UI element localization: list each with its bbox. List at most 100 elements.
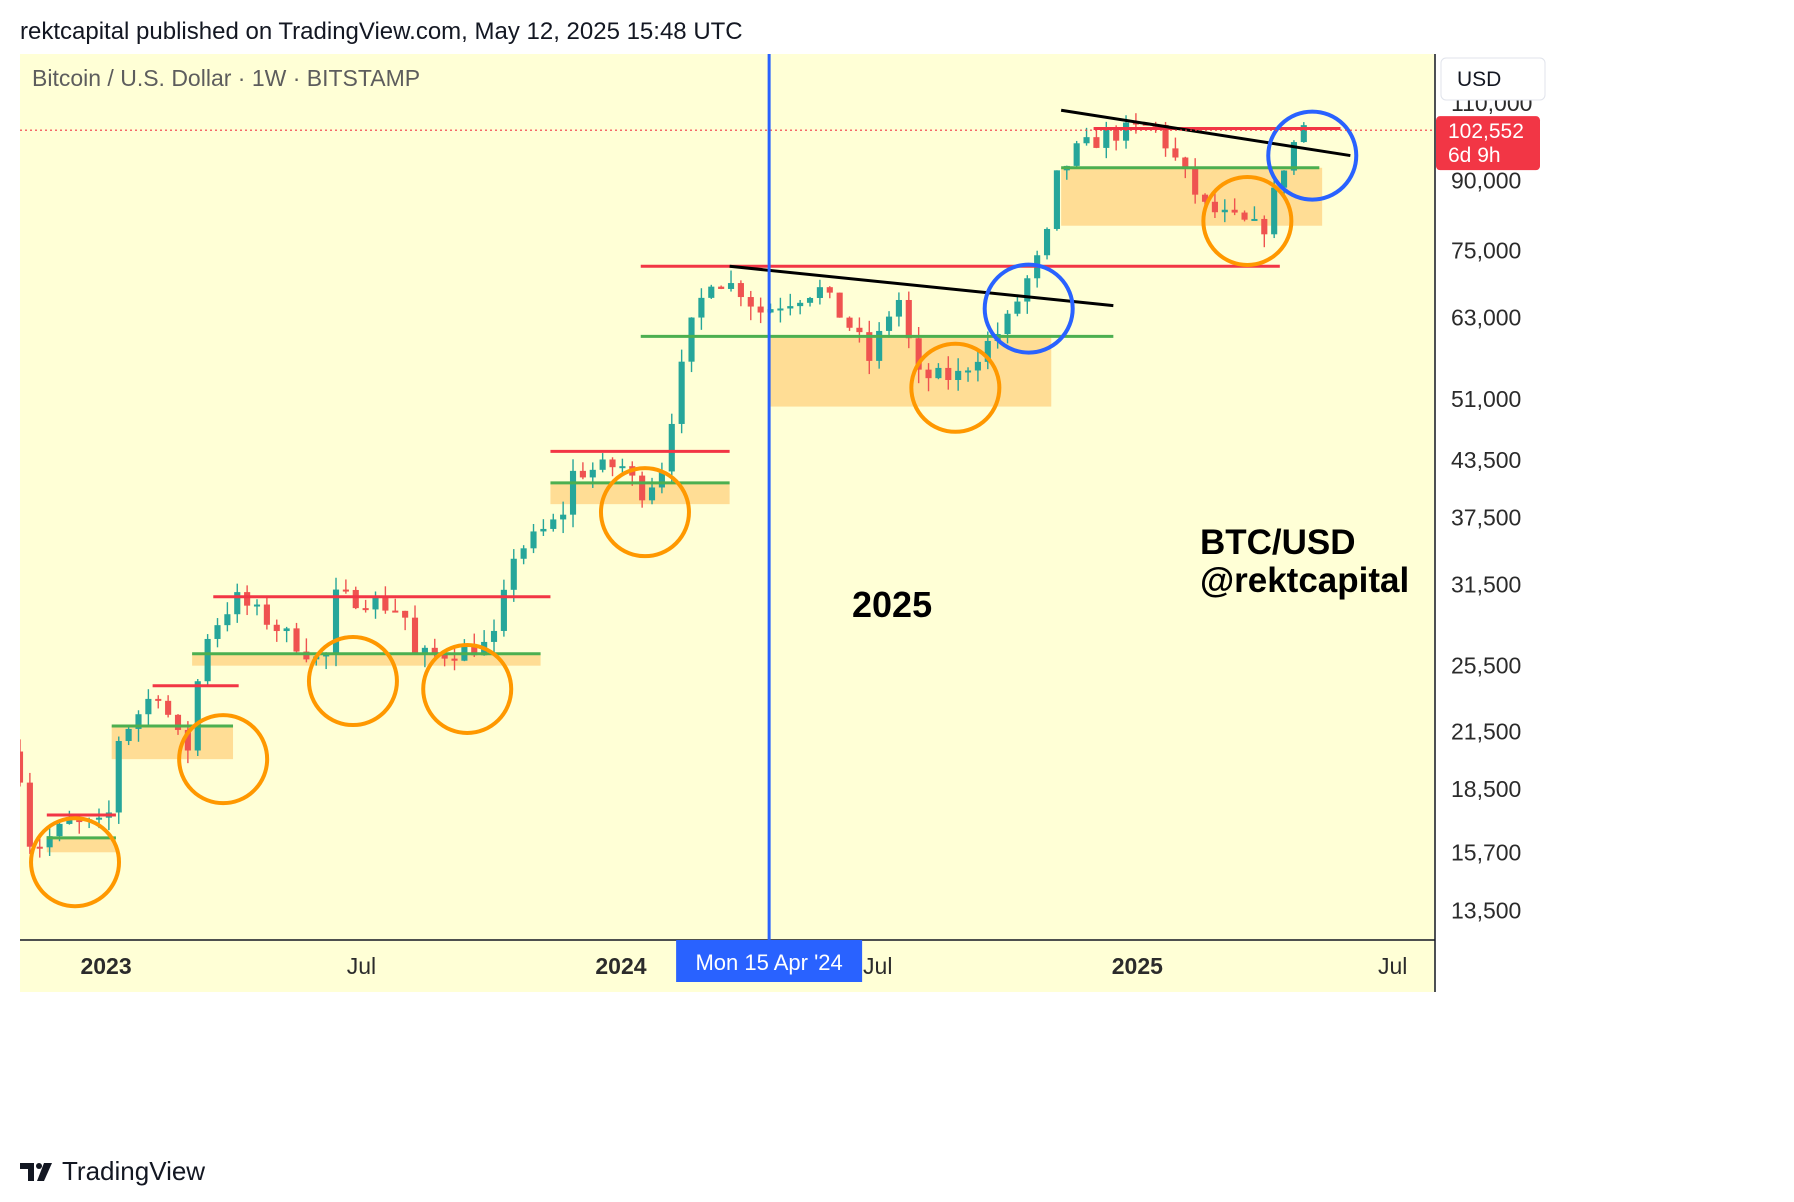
candle (145, 689, 152, 727)
candle (303, 638, 310, 663)
candle (974, 349, 981, 382)
candle (125, 726, 132, 746)
candle (224, 602, 231, 632)
candle (20, 739, 24, 787)
candle (530, 523, 537, 554)
candle (382, 586, 389, 614)
orange-highlight-circle-0 (29, 816, 122, 909)
price-tick-label: 43,500 (1451, 447, 1521, 473)
price-tick-label: 75,000 (1451, 238, 1521, 264)
svg-text:Mon 15 Apr '24: Mon 15 Apr '24 (695, 950, 842, 975)
price-axis-background (1435, 54, 1786, 940)
candle (876, 322, 883, 369)
candle (856, 317, 863, 343)
candle (234, 583, 241, 623)
candle (1083, 127, 1090, 146)
candle (688, 317, 695, 373)
trendline-1 (1060, 108, 1351, 158)
candle (895, 292, 902, 327)
svg-text:USD: USD (1457, 68, 1501, 91)
candle (757, 297, 764, 324)
demand-zone-5 (46, 837, 116, 853)
candle (500, 579, 507, 637)
candle (905, 291, 912, 349)
candle (737, 280, 744, 307)
candle (925, 363, 932, 392)
candle (293, 622, 300, 654)
candle (826, 286, 833, 299)
demand-zones (46, 167, 1323, 853)
brand-name: TradingView (62, 1156, 206, 1186)
watermark-symbol: BTC/USD (1200, 523, 1356, 562)
price-tick-label: 51,000 (1451, 386, 1521, 412)
candle (698, 288, 705, 330)
candle (1241, 210, 1248, 222)
candle (599, 453, 606, 473)
time-tick-label: Jul (863, 953, 892, 979)
candle (402, 610, 409, 631)
trendlines (729, 108, 1351, 308)
candle (155, 695, 162, 709)
candle (1231, 198, 1238, 216)
candle (678, 349, 685, 434)
trendline-0 (729, 264, 1114, 308)
candle (727, 270, 735, 292)
candle (273, 619, 280, 642)
candle (244, 585, 251, 616)
candle (1043, 227, 1051, 260)
candle (569, 459, 577, 528)
candle (392, 598, 399, 613)
candle (184, 721, 191, 764)
price-tick-label: 25,500 (1451, 653, 1521, 679)
crosshair-date-label: Mon 15 Apr '24 (676, 940, 863, 982)
candle (1211, 190, 1218, 218)
price-tick-label: 21,500 (1451, 718, 1521, 744)
candle (1192, 158, 1199, 204)
price-tick-label: 31,500 (1451, 571, 1521, 597)
candle (421, 645, 428, 668)
highlight-circles (29, 109, 1359, 909)
orange-highlight-circle-6 (1201, 174, 1294, 267)
watermark-author: @rektcapital (1200, 561, 1409, 600)
axis-corner (1435, 940, 1786, 992)
candle (194, 679, 201, 756)
candle (708, 284, 715, 299)
candle (619, 458, 626, 475)
price-tick-label: 15,700 (1451, 839, 1521, 865)
candle (214, 618, 221, 648)
candle (718, 285, 725, 290)
orange-highlight-circle-5 (909, 341, 1002, 434)
candle (1261, 215, 1268, 248)
blue-highlight-circle-8 (1266, 109, 1359, 202)
candle (560, 501, 567, 534)
symbol-title: Bitcoin / U.S. Dollar · 1W · BITSTAMP (32, 65, 420, 91)
candle (283, 626, 290, 643)
candle (46, 827, 53, 856)
candle (510, 549, 517, 602)
orange-highlight-circle-4 (598, 466, 691, 559)
currency-button[interactable]: USD (1440, 57, 1546, 101)
demand-zone-3 (192, 653, 541, 666)
tradingview-logo-icon (20, 1162, 52, 1181)
candle (115, 736, 122, 824)
candle (885, 311, 893, 338)
year-annotation: 2025 (852, 584, 932, 625)
chart-svg[interactable]: Bitcoin / U.S. Dollar · 1W · BITSTAMP 20… (20, 54, 1786, 1138)
candle (945, 356, 952, 390)
orange-highlight-circle-3 (421, 642, 514, 735)
candle (866, 320, 873, 375)
candle (777, 297, 784, 323)
candle (955, 358, 962, 391)
last-price-badge: 102,552 6d 9h (1436, 116, 1540, 171)
candle (26, 772, 33, 854)
time-axis-labels: 2023 Jul 2024 Jul 2025 Jul (80, 953, 1407, 979)
candle (204, 634, 211, 687)
candle (165, 695, 172, 718)
footer-brand[interactable]: TradingView (20, 1156, 205, 1187)
publish-caption: rektcapital published on TradingView.com… (20, 18, 743, 45)
chart-container[interactable]: Bitcoin / U.S. Dollar · 1W · BITSTAMP 20… (20, 54, 1786, 1138)
candle (609, 457, 616, 477)
orange-highlight-circle-1 (177, 713, 270, 806)
candle (1251, 206, 1258, 221)
demand-zone-0 (1061, 167, 1323, 226)
